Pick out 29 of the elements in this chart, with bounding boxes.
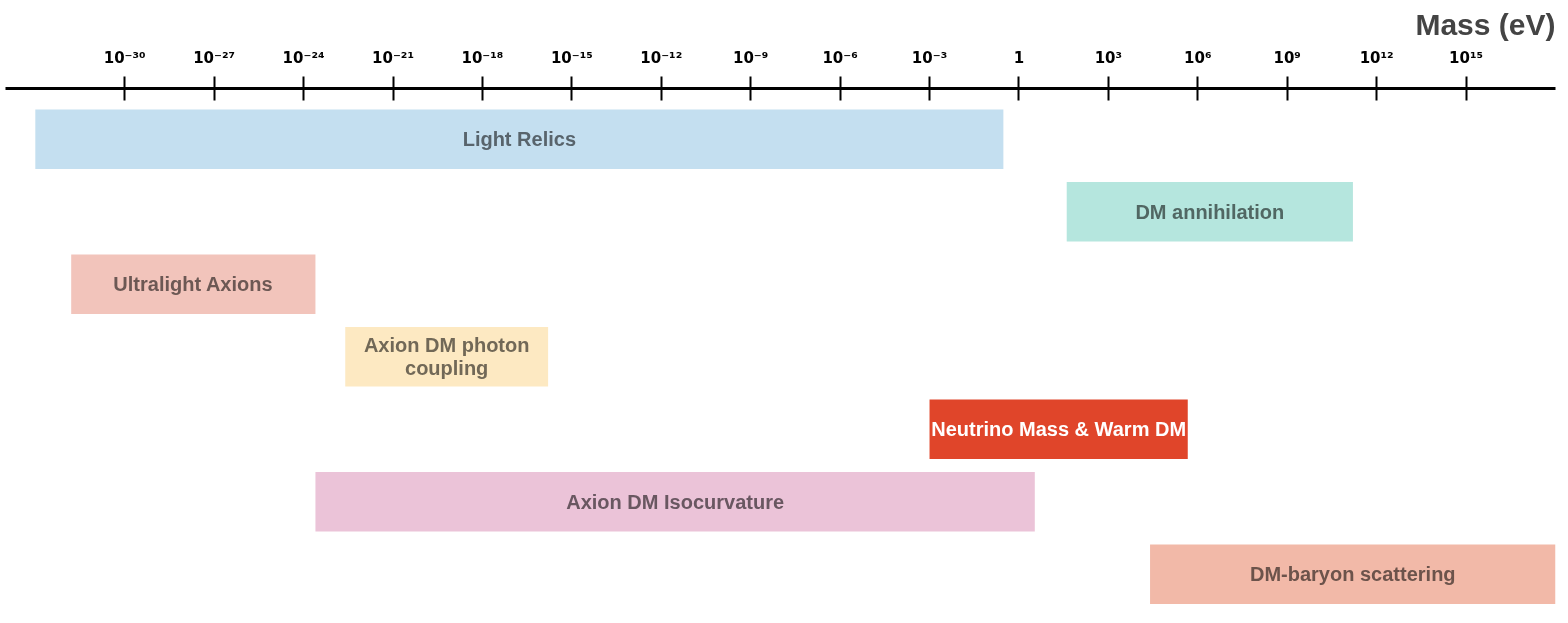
y-tick-label: Ultralight Axions xyxy=(113,273,273,296)
x-tick-label: 10⁶ xyxy=(1184,48,1212,67)
bar xyxy=(1150,544,1556,604)
bar xyxy=(35,109,1004,169)
x-tick-label: 10⁻²¹ xyxy=(372,48,414,67)
x-tick-label: 10⁻⁹ xyxy=(733,48,769,67)
x-tick-label: 10⁹ xyxy=(1273,48,1301,67)
x-tick-label: 10⁻²⁴ xyxy=(282,48,325,67)
x-tick-label: 1 xyxy=(1013,48,1025,67)
y-tick-label: Light Relics xyxy=(462,128,577,151)
y-tick-label: DM annihilation xyxy=(1135,200,1285,223)
x-tick-label: 10⁻¹⁵ xyxy=(550,48,593,67)
x-tick-label: 10⁻³⁰ xyxy=(103,48,146,67)
x-axis-title: Mass (eV) xyxy=(1415,7,1556,41)
x-tick-label: 10¹² xyxy=(1359,48,1394,67)
y-tick-label: Neutrino Mass & Warm DM xyxy=(931,418,1187,441)
y-tick-label: Axion DM Isocurvature xyxy=(566,490,785,513)
x-tick-label: 10³ xyxy=(1094,48,1123,67)
x-tick-label: 10⁻⁶ xyxy=(822,48,858,67)
bar xyxy=(71,254,316,314)
x-tick-label: 10⁻¹² xyxy=(640,48,683,67)
x-tick-label: 10⁻¹⁸ xyxy=(461,48,504,67)
x-tick-label: 10⁻²⁷ xyxy=(193,48,236,67)
x-tick-label: 10⁻³ xyxy=(911,48,948,67)
x-tick-label: 10¹⁵ xyxy=(1449,48,1484,67)
y-tick-label: Axion DM photon coupling xyxy=(363,334,530,380)
y-tick-label: DM-baryon scattering xyxy=(1249,563,1456,586)
bar xyxy=(1066,182,1353,242)
bar xyxy=(315,472,1035,532)
